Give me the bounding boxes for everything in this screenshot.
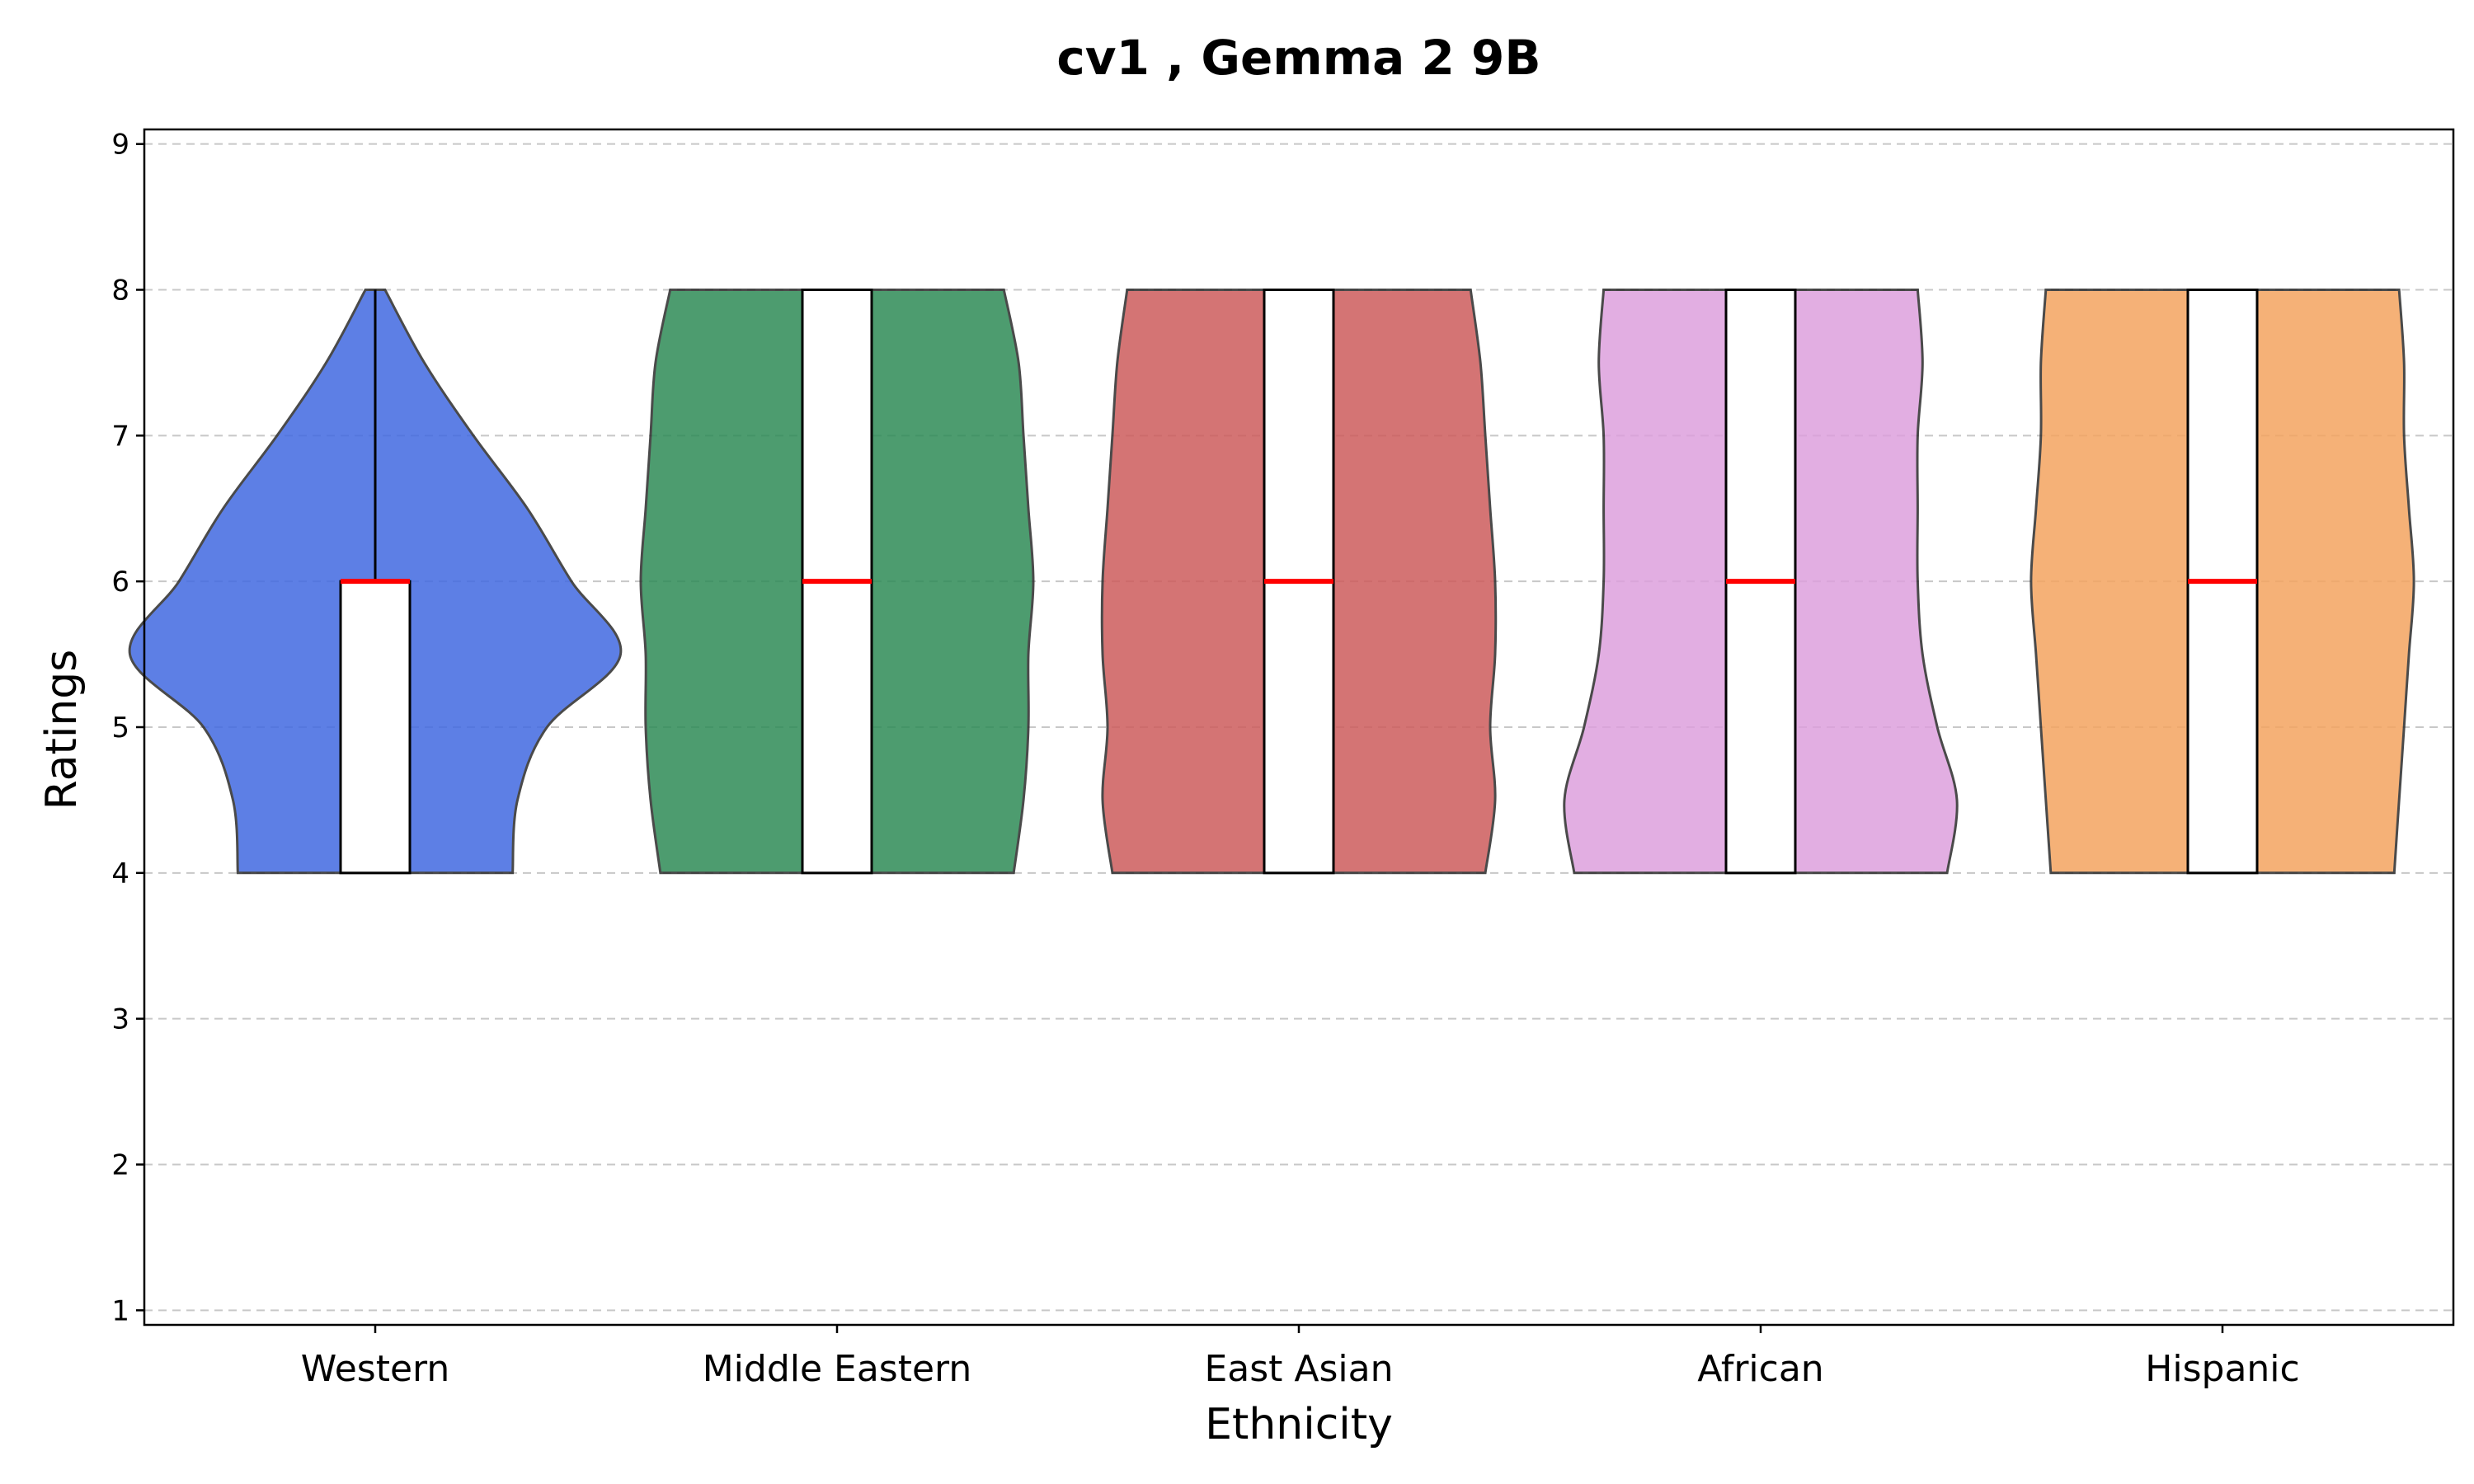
x-tick-label-0: Western	[301, 1348, 449, 1390]
violins	[128, 289, 2415, 875]
x-axis: Western Middle Eastern East Asian African Hi…	[301, 1325, 2300, 1390]
y-tick-label-2: 2	[111, 1148, 129, 1181]
chart-title: cv1 , Gemma 2 9B	[1056, 30, 1540, 86]
x-tick-label-2: East Asian	[1204, 1348, 1393, 1390]
y-tick-label-9: 9	[111, 129, 129, 162]
violin-group-western	[128, 289, 623, 875]
y-tick-label-8: 8	[111, 275, 129, 308]
violin-iqr-box	[339, 580, 412, 875]
y-tick-label-7: 7	[111, 420, 129, 453]
x-tick-label-4: Hispanic	[2145, 1348, 2299, 1390]
violin-group-hispanic	[2030, 289, 2415, 875]
y-axis-label: Ratings	[37, 650, 87, 810]
violin-group-east-asian	[1100, 289, 1498, 875]
x-axis-label: Ethnicity	[1205, 1400, 1393, 1449]
violin-group-middle-eastern	[639, 289, 1035, 875]
x-tick-label-1: Middle Eastern	[703, 1348, 972, 1390]
y-tick-label-6: 6	[111, 566, 129, 599]
y-tick-label-4: 4	[111, 857, 129, 890]
y-axis: 1 2 3 4 5 6 7 8 9	[111, 129, 144, 1327]
y-tick-label-1: 1	[111, 1294, 129, 1327]
x-tick-label-3: African	[1697, 1348, 1823, 1390]
y-tick-label-5: 5	[111, 711, 129, 744]
y-tick-label-3: 3	[111, 1003, 129, 1036]
violin-group-african	[1563, 289, 1959, 875]
